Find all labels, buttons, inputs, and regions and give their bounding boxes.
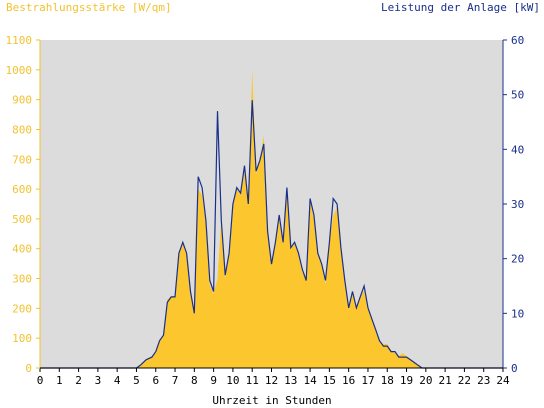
- x-axis-title: Uhrzeit in Stunden: [212, 394, 332, 407]
- x-tick-label: 10: [226, 374, 239, 387]
- x-tick-label: 7: [172, 374, 179, 387]
- x-tick-label: 20: [419, 374, 432, 387]
- right-y-tick-label: 30: [511, 198, 524, 211]
- left-y-tick-label: 300: [12, 273, 32, 286]
- x-tick-label: 24: [496, 374, 510, 387]
- left-y-tick-label: 0: [25, 362, 32, 375]
- left-y-tick-label: 1000: [6, 64, 33, 77]
- x-tick-label: 18: [381, 374, 394, 387]
- x-tick-label: 12: [265, 374, 278, 387]
- right-y-tick-label: 0: [511, 362, 518, 375]
- x-tick-label: 13: [284, 374, 297, 387]
- right-y-tick-label: 10: [511, 307, 524, 320]
- x-tick-label: 9: [210, 374, 217, 387]
- left-y-tick-label: 100: [12, 332, 32, 345]
- x-tick-label: 23: [477, 374, 490, 387]
- left-y-tick-label: 200: [12, 302, 32, 315]
- x-tick-label: 22: [458, 374, 471, 387]
- x-tick-label: 21: [439, 374, 452, 387]
- left-y-tick-label: 700: [12, 153, 32, 166]
- x-tick-label: 11: [246, 374, 259, 387]
- axes-layer: 0 1 2 3 4 5 6 7 8 9 10 11 12 13 14 15 16 17 18 19 20 21 22 23 24…: [6, 34, 525, 387]
- right-axis-title: Leistung der Anlage [kW]: [381, 1, 540, 14]
- x-tick-label: 16: [342, 374, 355, 387]
- left-y-tick-label: 500: [12, 213, 32, 226]
- series-layer: [40, 69, 503, 369]
- left-axis-title: Bestrahlungsstärke [W/qm]: [6, 1, 172, 14]
- left-y-tick-label: 800: [12, 123, 32, 136]
- left-y-tick-label: 400: [12, 243, 32, 256]
- x-tick-label: 2: [75, 374, 82, 387]
- x-tick-label: 19: [400, 374, 413, 387]
- series-power-line: [40, 100, 503, 369]
- series-irradiance-area: [40, 69, 503, 369]
- left-y-tick-label: 600: [12, 183, 32, 196]
- right-y-tick-label: 50: [511, 89, 524, 102]
- x-tick-label: 5: [133, 374, 140, 387]
- x-tick-label: 4: [114, 374, 121, 387]
- x-tick-label: 8: [191, 374, 198, 387]
- right-y-tick-label: 20: [511, 253, 524, 266]
- x-tick-label: 14: [303, 374, 317, 387]
- x-tick-label: 0: [37, 374, 44, 387]
- x-tick-label: 17: [361, 374, 374, 387]
- left-y-tick-label: 1100: [6, 34, 33, 47]
- x-tick-label: 6: [152, 374, 159, 387]
- x-tick-label: 3: [95, 374, 102, 387]
- right-y-tick-label: 40: [511, 143, 524, 156]
- right-y-tick-label: 60: [511, 34, 524, 47]
- x-tick-label: 1: [56, 374, 63, 387]
- x-tick-label: 15: [323, 374, 336, 387]
- left-y-tick-label: 900: [12, 94, 32, 107]
